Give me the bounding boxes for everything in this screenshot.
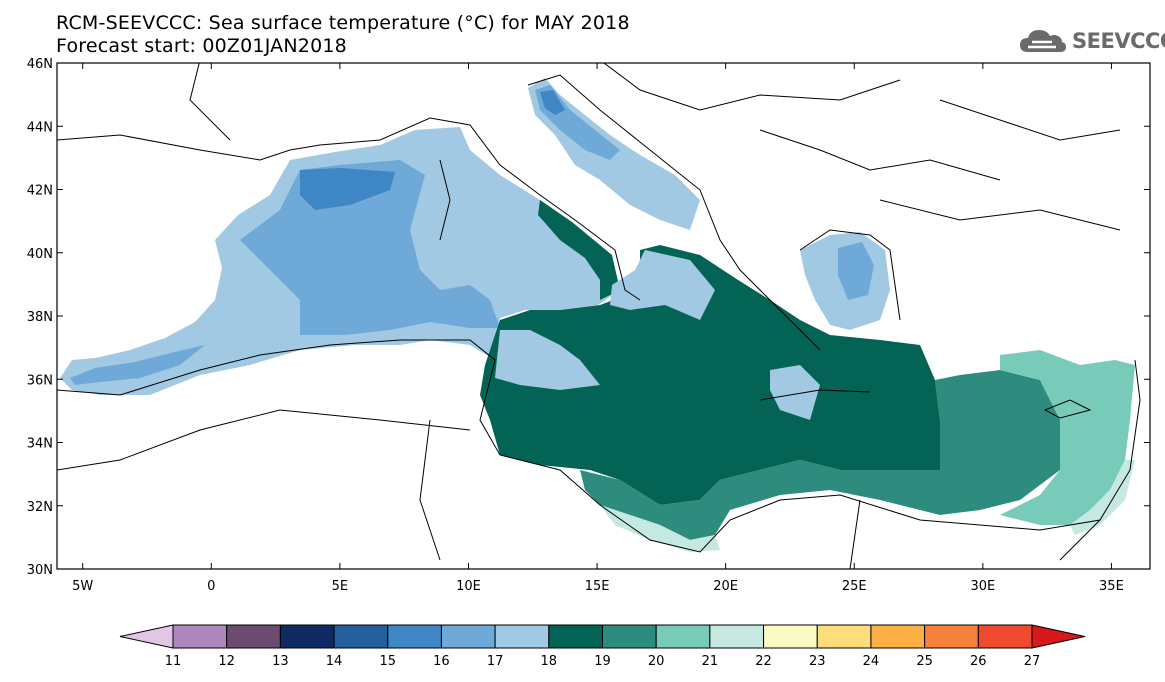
colorbar-swatch [226,624,281,649]
crete-west-18 [770,365,820,420]
western-basin-16 [240,160,500,335]
lon-tick-label: 35E [1099,579,1124,594]
lat-tick-label: 34N [27,437,53,452]
coastlines [57,63,1141,569]
sea-temperature-field [60,78,1135,552]
western-basin-15 [300,168,395,210]
adriatic-15 [540,90,565,115]
colorbar-swatch [440,624,496,649]
lon-tick-label: 0 [207,579,215,594]
colorbar-label: 16 [433,654,450,669]
colorbar-swatch [924,624,979,649]
colorbar-swatch [494,624,550,649]
lon-tick-label: 5E [332,579,349,594]
tyrrhenian-coast-19 [538,200,620,300]
colorbar-label: 25 [916,654,933,669]
colorbar-swatch [548,624,603,649]
logo-text: SEEVCCC [1072,29,1165,53]
lat-tick-label: 40N [27,247,53,262]
lon-tick-label: 25E [842,579,867,594]
lat-tick-label: 32N [27,500,53,515]
lon-tick-label: 10E [456,579,481,594]
colorbar-label: 17 [487,654,504,669]
colorbar-label: 18 [541,654,558,669]
forecast-start-label: Forecast start: 00Z01JAN2018 [56,35,347,57]
lon-tick-label: 20E [713,579,738,594]
cloud-icon [1020,30,1066,52]
western-basin-16b [70,345,205,385]
colorbar-label: 27 [1024,654,1041,669]
colorbar-high-arrow [1031,624,1086,649]
libyan-sea-20 [580,370,1060,540]
colorbar: 11 12 13 14 15 16 17 18 19 20 21 22 23 24 25 26 27 [119,624,1086,669]
colorbar-label: 24 [863,654,880,669]
lat-tick-label: 36N [27,373,53,388]
latitude-axis: 46N 44N 42N 40N 38N 36N 34N 32N 30N [27,57,1150,578]
lon-tick-label: 30E [970,579,995,594]
colorbar-label: 19 [594,654,611,669]
colorbar-label: 13 [272,654,289,669]
aegean-16 [838,242,874,300]
sicily-channel-18 [495,330,600,390]
seevccc-logo: SEEVCCC [1018,26,1165,56]
lat-tick-label: 44N [27,120,53,135]
central-basin-19 [480,245,940,505]
colorbar-swatch [763,624,818,649]
colorbar-swatch [172,624,228,649]
colorbar-low-arrow [119,624,174,649]
lon-tick-label: 5W [72,579,93,594]
colorbar-swatch [816,624,872,649]
colorbar-swatch [387,624,442,649]
colorbar-label: 21 [702,654,719,669]
colorbar-swatch [655,624,711,649]
lat-tick-label: 42N [27,184,53,199]
coastal-22 [600,505,720,552]
colorbar-label: 20 [648,654,665,669]
colorbar-swatch [870,624,926,649]
levantine-21 [1000,350,1135,525]
colorbar-label: 23 [809,654,826,669]
colorbar-label: 14 [326,654,343,669]
colorbar-label: 26 [970,654,987,669]
map-title: RCM-SEEVCCC: Sea surface temperature (°C… [56,12,630,34]
lat-tick-label: 30N [27,563,53,578]
longitude-axis: 5W 0 5E 10E 15E 20E 25E 30E 35E [72,63,1124,594]
lat-tick-label: 38N [27,310,53,325]
colorbar-label: 11 [165,654,182,669]
ionian-18 [610,250,715,320]
colorbar-label: 15 [379,654,396,669]
colorbar-swatch [709,624,765,649]
colorbar-label: 22 [755,654,772,669]
lon-tick-label: 15E [585,579,610,594]
colorbar-swatch [977,624,1033,649]
colorbar-swatch [279,624,335,649]
colorbar-label: 12 [218,654,235,669]
colorbar-swatch [333,624,389,649]
colorbar-swatch [602,624,657,649]
lat-tick-label: 46N [27,57,53,72]
coastal-22b [1070,460,1135,535]
